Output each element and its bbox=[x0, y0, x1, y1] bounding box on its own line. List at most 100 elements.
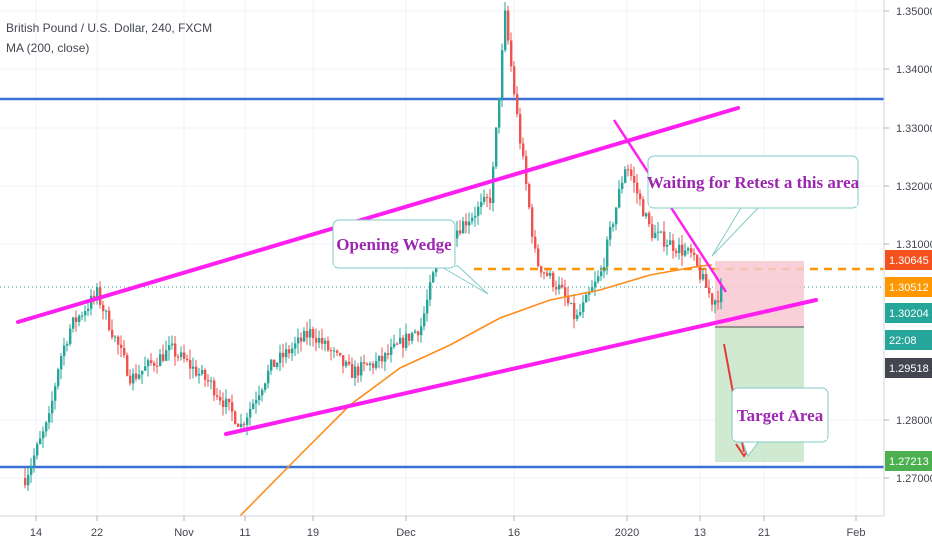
candle-body bbox=[519, 114, 522, 144]
candle-body bbox=[228, 398, 231, 403]
candle-body bbox=[522, 143, 525, 157]
candle-body bbox=[192, 366, 195, 369]
price-axis[interactable]: 1.35000 1.34000 1.33000 1.32000 1.31000 1.280… bbox=[884, 6, 932, 485]
y-tick-label: 1.34000 bbox=[896, 64, 932, 76]
candle-body bbox=[342, 355, 345, 367]
y-tick-label: 1.31000 bbox=[896, 239, 932, 251]
candle-body bbox=[153, 362, 156, 366]
candle-body bbox=[603, 266, 606, 272]
candle-body bbox=[507, 10, 510, 41]
candle-body bbox=[480, 201, 483, 207]
candle-body bbox=[141, 370, 144, 375]
candle-body bbox=[492, 166, 495, 204]
candle-body bbox=[426, 299, 429, 314]
candle-body bbox=[327, 340, 330, 351]
ma-200-line bbox=[239, 264, 713, 517]
candle-body bbox=[177, 356, 180, 358]
candle-body bbox=[462, 221, 465, 234]
candle-body bbox=[114, 336, 117, 338]
candle-body bbox=[486, 196, 489, 198]
candle-body bbox=[135, 373, 138, 379]
price-label-bg-entry-dashed-level bbox=[885, 250, 932, 270]
x-tick-label: 22 bbox=[91, 527, 103, 539]
candle-body bbox=[57, 369, 60, 387]
candle-body bbox=[162, 354, 165, 361]
candle-body bbox=[636, 182, 639, 194]
candle-body bbox=[675, 250, 678, 253]
time-axis[interactable]: 14 22 Nov 11 19 Dec 16 2020 13 21 Feb bbox=[30, 516, 866, 539]
wedge-lower-trendline bbox=[224, 298, 818, 436]
price-label-stop-level: 1.29518 bbox=[889, 363, 929, 375]
grid-lines bbox=[0, 0, 884, 516]
candle-body bbox=[423, 313, 426, 327]
candle-body bbox=[555, 286, 558, 290]
price-label-bg-target-level bbox=[885, 451, 932, 471]
candle-body bbox=[711, 293, 714, 305]
candle-body bbox=[618, 189, 621, 208]
candle-body bbox=[246, 417, 249, 425]
candle-body bbox=[591, 287, 594, 293]
candle-body bbox=[63, 345, 66, 357]
candle-body bbox=[537, 248, 540, 267]
candle-body bbox=[249, 408, 252, 418]
candle-body bbox=[666, 244, 669, 247]
candle-body bbox=[183, 352, 186, 359]
candle-body bbox=[357, 366, 360, 376]
candle-body bbox=[303, 330, 306, 342]
candle-body bbox=[306, 330, 309, 338]
candle-body bbox=[360, 362, 363, 376]
candle-body bbox=[615, 207, 618, 225]
candle-body bbox=[630, 169, 633, 177]
candle-body bbox=[159, 354, 162, 367]
candle-body bbox=[291, 348, 294, 354]
candle-body bbox=[84, 311, 87, 316]
candle-body bbox=[39, 438, 42, 445]
candle-body bbox=[540, 266, 543, 273]
candle-body bbox=[372, 363, 375, 368]
candle-body bbox=[390, 346, 393, 355]
candle-body bbox=[681, 244, 684, 256]
candle-body bbox=[345, 361, 348, 367]
candle-body bbox=[510, 40, 513, 67]
candle-body bbox=[633, 176, 636, 183]
indicator-legend[interactable]: MA (200, close) bbox=[6, 41, 89, 55]
y-tick-label: 1.28000 bbox=[896, 415, 932, 427]
symbol-title[interactable]: British Pound / U.S. Dollar, 240, FXCM bbox=[6, 21, 212, 35]
candle-body bbox=[207, 379, 210, 382]
price-label-last-price: 1.30204 bbox=[889, 308, 929, 320]
candle-body bbox=[120, 344, 123, 348]
candle-body bbox=[300, 337, 303, 342]
candle-body bbox=[30, 465, 33, 475]
candle-body bbox=[528, 184, 531, 208]
candle-body bbox=[324, 340, 327, 344]
candle-body bbox=[129, 375, 132, 384]
candle-body bbox=[237, 423, 240, 427]
candle-body bbox=[513, 66, 516, 95]
candle-body bbox=[366, 363, 369, 366]
candle-body bbox=[210, 380, 213, 382]
candle-body bbox=[45, 422, 48, 432]
candle-body bbox=[225, 398, 228, 407]
x-tick-label: Nov bbox=[174, 527, 194, 539]
y-tick-label: 1.27000 bbox=[896, 473, 932, 485]
candle-body bbox=[585, 294, 588, 303]
candle-body bbox=[387, 353, 390, 355]
candle-body bbox=[693, 252, 696, 255]
candle-body bbox=[354, 366, 357, 378]
candle-body bbox=[459, 230, 462, 234]
candle-body bbox=[198, 373, 201, 376]
candle-body bbox=[336, 350, 339, 353]
candles-group bbox=[24, 1, 723, 491]
x-tick-label: 21 bbox=[758, 527, 770, 539]
candle-body bbox=[123, 347, 126, 356]
candle-body bbox=[702, 273, 705, 280]
candle-body bbox=[111, 329, 114, 338]
candle-body bbox=[42, 431, 45, 439]
candle-body bbox=[294, 343, 297, 349]
candle-body bbox=[531, 207, 534, 237]
candle-body bbox=[363, 362, 366, 364]
candle-body bbox=[642, 199, 645, 217]
candle-body bbox=[651, 224, 654, 239]
